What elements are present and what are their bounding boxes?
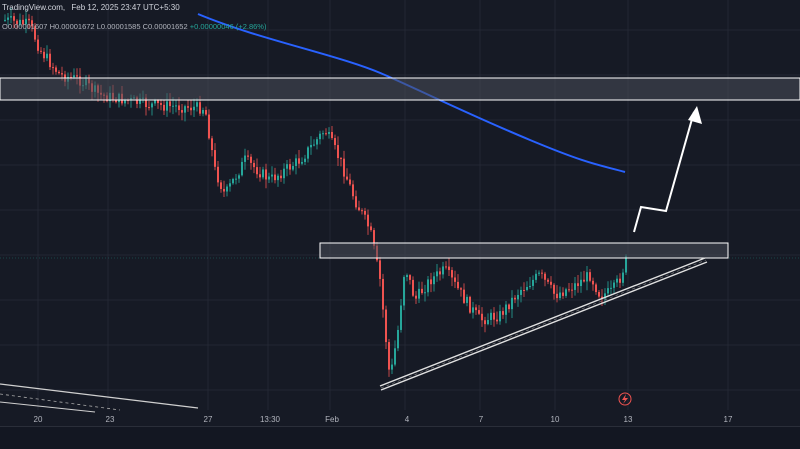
projected-breakout-arrow xyxy=(633,111,695,233)
x-tick-label: 13 xyxy=(623,415,633,424)
chart-grid xyxy=(0,0,800,410)
high-value: 0.00001672 xyxy=(54,22,95,31)
source-label: TradingView.com, xyxy=(2,3,66,12)
open-value: 0.00001607 xyxy=(7,22,48,31)
x-tick-label: 20 xyxy=(33,415,43,424)
x-tick-label: 23 xyxy=(105,415,115,424)
bottom-toolbar xyxy=(0,426,800,449)
change-value: +0.00000046 (+2.86%) xyxy=(189,22,267,31)
high-label: H xyxy=(49,22,55,31)
arrowhead-icon xyxy=(688,106,702,124)
x-tick-label: 17 xyxy=(723,415,733,424)
candlestick-series xyxy=(4,8,627,377)
x-tick-label: 13:30 xyxy=(259,415,281,424)
x-tick-label: Feb xyxy=(325,415,339,424)
x-tick-label: 4 xyxy=(404,415,410,424)
timestamp-label: Feb 12, 2025 23:47 UTC+5:30 xyxy=(71,3,180,12)
close-value: 0.00001652 xyxy=(148,22,188,31)
chart-header: TradingView.com, Feb 12, 2025 23:47 UTC+… xyxy=(2,3,184,12)
close-label: C xyxy=(142,22,149,31)
x-tick-label: 27 xyxy=(203,415,213,424)
descending-trendline xyxy=(0,383,199,413)
x-tick-label: 7 xyxy=(478,415,484,424)
ohlc-readout: O0.00001607 H0.00001672 L0.00001585 C0.0… xyxy=(2,22,266,31)
lightning-icon[interactable] xyxy=(618,392,632,406)
resistance-zone xyxy=(0,77,800,101)
low-value: 0.00001585 xyxy=(100,22,141,31)
horizontal-zone xyxy=(319,242,729,259)
x-tick-label: 10 xyxy=(550,415,560,424)
open-label: O xyxy=(2,22,8,31)
ascending-trendline xyxy=(379,257,708,391)
low-label: L xyxy=(96,22,101,31)
